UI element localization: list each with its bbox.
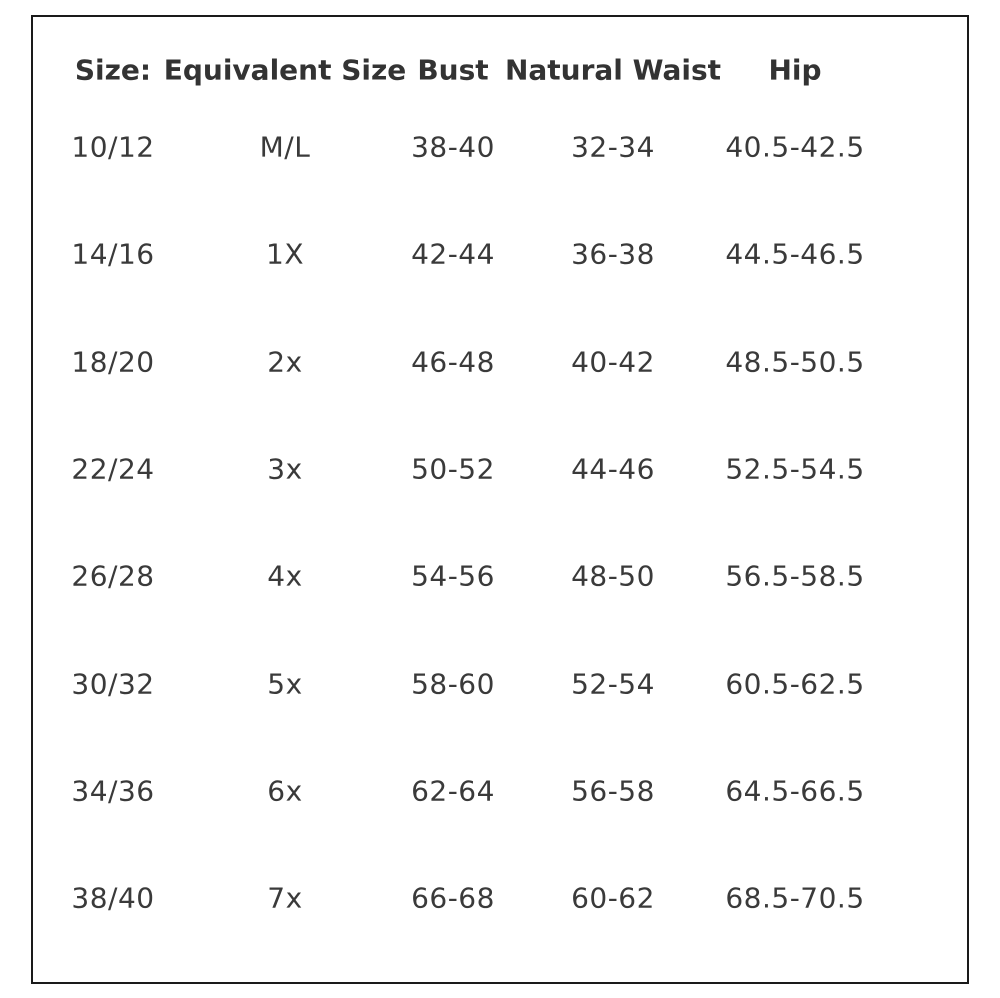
table-cell: 60-62	[571, 881, 655, 915]
table-cell: 44.5-46.5	[725, 237, 865, 271]
table-cell: 5x	[267, 667, 303, 700]
table-cell: 52.5-54.5	[725, 452, 865, 486]
table-cell: 3x	[267, 452, 303, 486]
table-cell: 44-46	[571, 452, 655, 486]
size-chart-frame	[31, 15, 969, 984]
table-cell: 48-50	[571, 559, 655, 593]
table-cell: 40-42	[571, 345, 655, 379]
table-cell: 60.5-62.5	[725, 667, 865, 700]
column-header: Hip	[768, 53, 822, 87]
column-header: Equivalent Size	[163, 53, 407, 87]
table-cell: 22/24	[71, 452, 155, 486]
table-cell: 68.5-70.5	[725, 881, 865, 915]
table-cell: 14/16	[71, 237, 155, 271]
table-cell: 48.5-50.5	[725, 345, 865, 379]
table-cell: 66-68	[411, 881, 495, 915]
table-cell: 40.5-42.5	[725, 130, 865, 164]
table-cell: M/L	[259, 130, 311, 164]
table-cell: 26/28	[71, 559, 155, 593]
column-header: Bust	[417, 53, 489, 87]
table-cell: 52-54	[571, 667, 655, 700]
table-cell: 1X	[266, 237, 304, 271]
table-cell: 34/36	[71, 774, 155, 808]
column-header: Size:	[74, 53, 152, 87]
table-cell: 50-52	[411, 452, 495, 486]
table-cell: 62-64	[411, 774, 495, 808]
table-cell: 38/40	[71, 881, 155, 915]
table-cell: 36-38	[571, 237, 655, 271]
table-cell: 58-60	[411, 667, 495, 700]
table-cell: 7x	[267, 881, 303, 915]
table-cell: 56-58	[571, 774, 655, 808]
table-cell: 64.5-66.5	[725, 774, 865, 808]
table-cell: 42-44	[411, 237, 495, 271]
table-cell: 4x	[267, 559, 303, 593]
table-cell: 54-56	[411, 559, 495, 593]
table-cell: 2x	[267, 345, 303, 379]
table-cell: 32-34	[571, 130, 655, 164]
table-cell: 46-48	[411, 345, 495, 379]
table-cell: 18/20	[71, 345, 155, 379]
table-cell: 30/32	[71, 667, 155, 700]
table-cell: 56.5-58.5	[725, 559, 865, 593]
table-cell: 10/12	[71, 130, 155, 164]
column-header: Natural Waist	[504, 53, 722, 87]
table-cell: 38-40	[411, 130, 495, 164]
table-cell: 6x	[267, 774, 303, 808]
